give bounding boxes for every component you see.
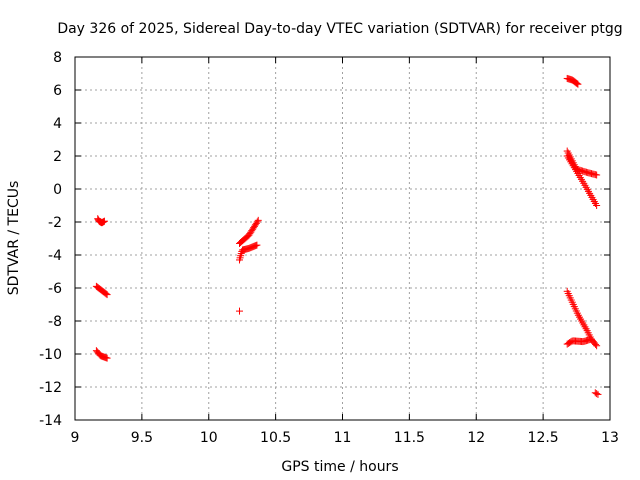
y-tick-label: -4 <box>48 248 62 264</box>
y-tick-label: -12 <box>39 380 62 396</box>
x-tick-label: 11.5 <box>394 430 425 446</box>
x-tick-label: 13 <box>601 430 619 446</box>
data-point <box>100 217 108 225</box>
x-tick-label: 10 <box>200 430 218 446</box>
axis-ticks: 9 9.5 10 10.5 11 11.5 12 12.5 13 -14 -12 -10 -8 -6 -4 -… <box>39 50 619 446</box>
y-axis-label: SDTVAR / TECUs <box>6 181 22 296</box>
data-point <box>254 216 262 224</box>
y-tick-label: -8 <box>48 314 62 330</box>
x-tick-label: 9 <box>71 430 80 446</box>
x-tick-label: 11 <box>334 430 352 446</box>
data-point <box>593 390 601 398</box>
data-point <box>574 80 582 88</box>
data-point <box>102 290 110 298</box>
y-tick-label: -14 <box>39 413 62 429</box>
x-tick-label: 12 <box>467 430 485 446</box>
data-point <box>593 202 601 209</box>
grid-lines <box>75 57 610 420</box>
data-point <box>236 307 244 315</box>
data-point <box>573 79 581 87</box>
data-point <box>593 171 601 179</box>
x-axis-label: GPS time / hours <box>281 459 398 475</box>
y-tick-label: 6 <box>53 83 62 99</box>
x-tick-label: 12.5 <box>528 430 559 446</box>
y-tick-label: -6 <box>48 281 62 297</box>
data-point <box>253 241 261 249</box>
y-tick-label: 8 <box>53 50 62 66</box>
data-point <box>103 354 111 362</box>
x-tick-label: 10.5 <box>260 430 291 446</box>
y-tick-label: 4 <box>53 116 62 132</box>
y-tick-label: 2 <box>53 149 62 165</box>
data-point <box>592 340 600 348</box>
y-tick-label: -2 <box>48 215 62 231</box>
data-point <box>253 218 261 226</box>
x-tick-label: 9.5 <box>131 430 153 446</box>
data-points <box>92 74 602 398</box>
data-point <box>103 291 111 299</box>
data-point <box>593 342 601 350</box>
data-point <box>594 390 602 398</box>
y-tick-label: 0 <box>53 182 62 198</box>
y-tick-label: -10 <box>39 347 62 363</box>
plot-frame <box>74 56 611 421</box>
chart-title: Day 326 of 2025, Sidereal Day-to-day VTE… <box>57 21 622 37</box>
